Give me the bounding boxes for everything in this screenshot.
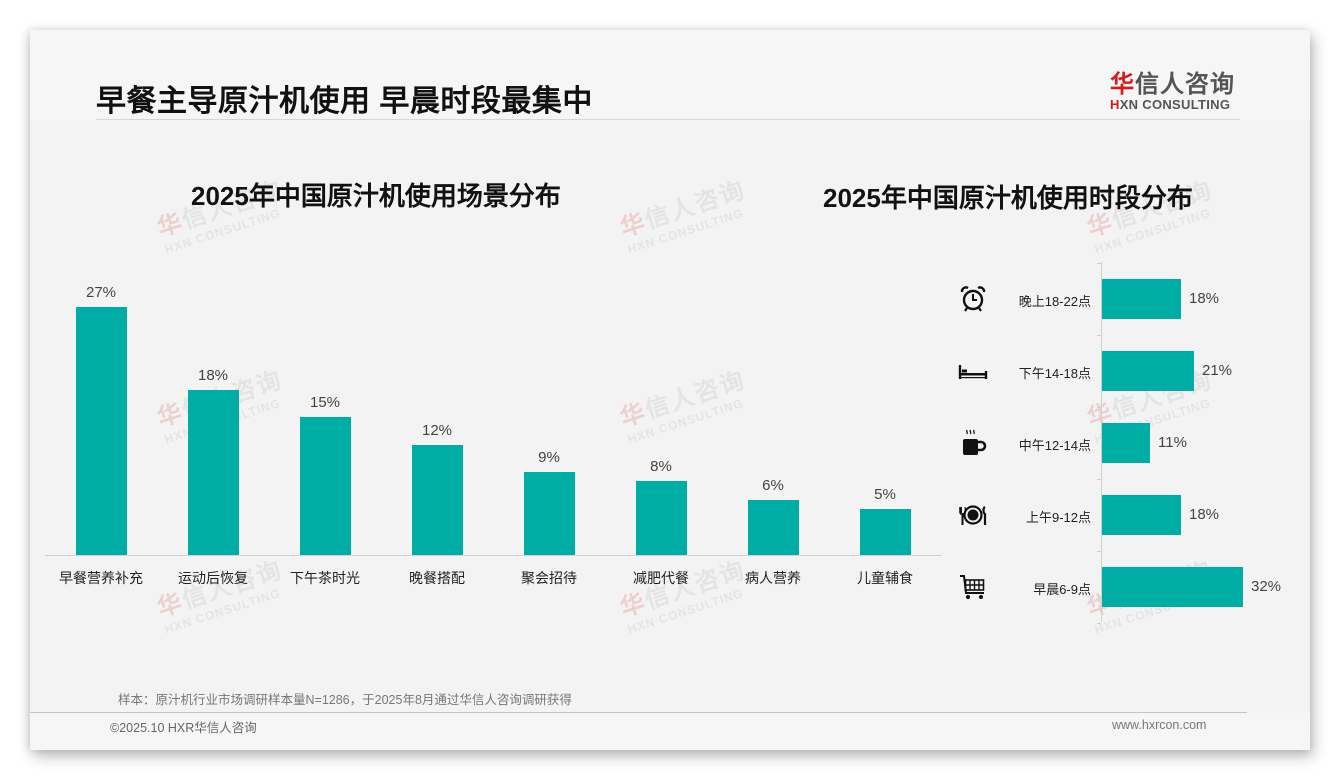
category-label: 晚餐搭配 [409,570,465,586]
slide: 早餐主导原汁机使用 早晨时段最集中 华信人咨询 HXN CONSULTING 华… [30,30,1310,750]
usage-time-bar-chart: 18% 晚上18-22点 21% 下午14-18点 11% 中午12-14点 18% 上午9-… [930,260,1300,660]
axis-tick [1097,263,1101,264]
brand-logo: 华信人咨询 HXN CONSULTING [1110,64,1240,112]
category-label: 下午茶时光 [290,570,360,586]
bar-value-label: 32% [1251,578,1282,595]
shopping-cart-icon [958,572,988,602]
category-label: 下午14-18点 [1018,366,1091,381]
page-title: 早餐主导原汁机使用 早晨时段最集中 [96,85,593,118]
bar [75,307,127,555]
coffee-cup-icon [958,428,988,458]
logo-en-text: XN CONSULTING [1119,97,1231,112]
axis-tick [1097,551,1101,552]
axis-tick [1097,623,1101,624]
bar-value-label: 21% [1202,362,1233,379]
footer-divider [30,712,1247,713]
bed-icon [958,356,988,386]
bar [1102,423,1150,463]
website-url: www.hxrcon.com [1112,718,1207,732]
copyright: ©2025.10 HXR华信人咨询 [110,721,257,735]
axis-tick [1097,479,1101,480]
bar [411,445,463,555]
bar-value-label: 8% [650,458,672,475]
logo-cn-text: 信人咨询 [1135,71,1235,98]
sample-note: 样本：原汁机行业市场调研样本量N=1286，于2025年8月通过华信人咨询调研获… [118,693,572,707]
axis-tick [1097,335,1101,336]
category-label: 儿童辅食 [857,570,913,586]
bar [187,390,239,555]
bar-value-label: 18% [197,367,229,384]
category-label: 运动后恢复 [178,570,248,586]
x-axis-line [45,555,942,556]
category-label: 中午12-14点 [1018,438,1091,453]
bar [1102,495,1181,535]
bar-value-label: 15% [309,394,341,411]
axis-tick [1097,407,1101,408]
category-label: 早餐营养补充 [59,570,143,586]
logo-en: HXN CONSULTING [1110,97,1240,112]
bar [635,481,687,555]
bar-value-label: 6% [762,477,784,494]
bar-value-label: 9% [538,449,560,466]
usage-scenario-bar-chart: 27% 早餐营养补充 18% 运动后恢复 15% 下午茶时光 12% 晚餐搭配 9% 聚会招待 8%… [45,270,942,610]
footer-band [30,713,1310,750]
left-chart-title: 2025年中国原汁机使用场景分布 [191,181,561,211]
bar [1102,279,1181,319]
header-band [30,30,1310,120]
bar-value-label: 5% [874,486,896,503]
bar-value-label: 27% [85,284,117,301]
category-label: 早晨6-9点 [1033,582,1091,597]
bar-value-label: 12% [421,422,453,439]
bar [523,472,575,555]
logo-cn-accent: 华 [1110,71,1135,98]
bar [1102,351,1194,391]
category-label: 减肥代餐 [633,570,689,586]
logo-en-accent: H [1110,97,1120,112]
category-label: 聚会招待 [521,570,577,586]
bar [299,417,351,555]
category-label: 病人营养 [745,570,801,586]
header-divider [96,119,1240,120]
bar-value-label: 18% [1189,506,1220,523]
bar [747,500,799,555]
bar [1102,567,1243,607]
category-label: 上午9-12点 [1025,510,1091,525]
category-label: 晚上18-22点 [1018,294,1091,309]
bar [859,509,911,555]
logo-cn: 华信人咨询 [1110,64,1240,99]
y-axis-line [1101,262,1102,622]
alarm-clock-icon [958,284,988,314]
bar-value-label: 18% [1189,290,1220,307]
right-chart-title: 2025年中国原汁机使用时段分布 [823,183,1193,213]
bar-value-label: 11% [1158,434,1187,451]
plate-cutlery-icon [958,500,988,530]
